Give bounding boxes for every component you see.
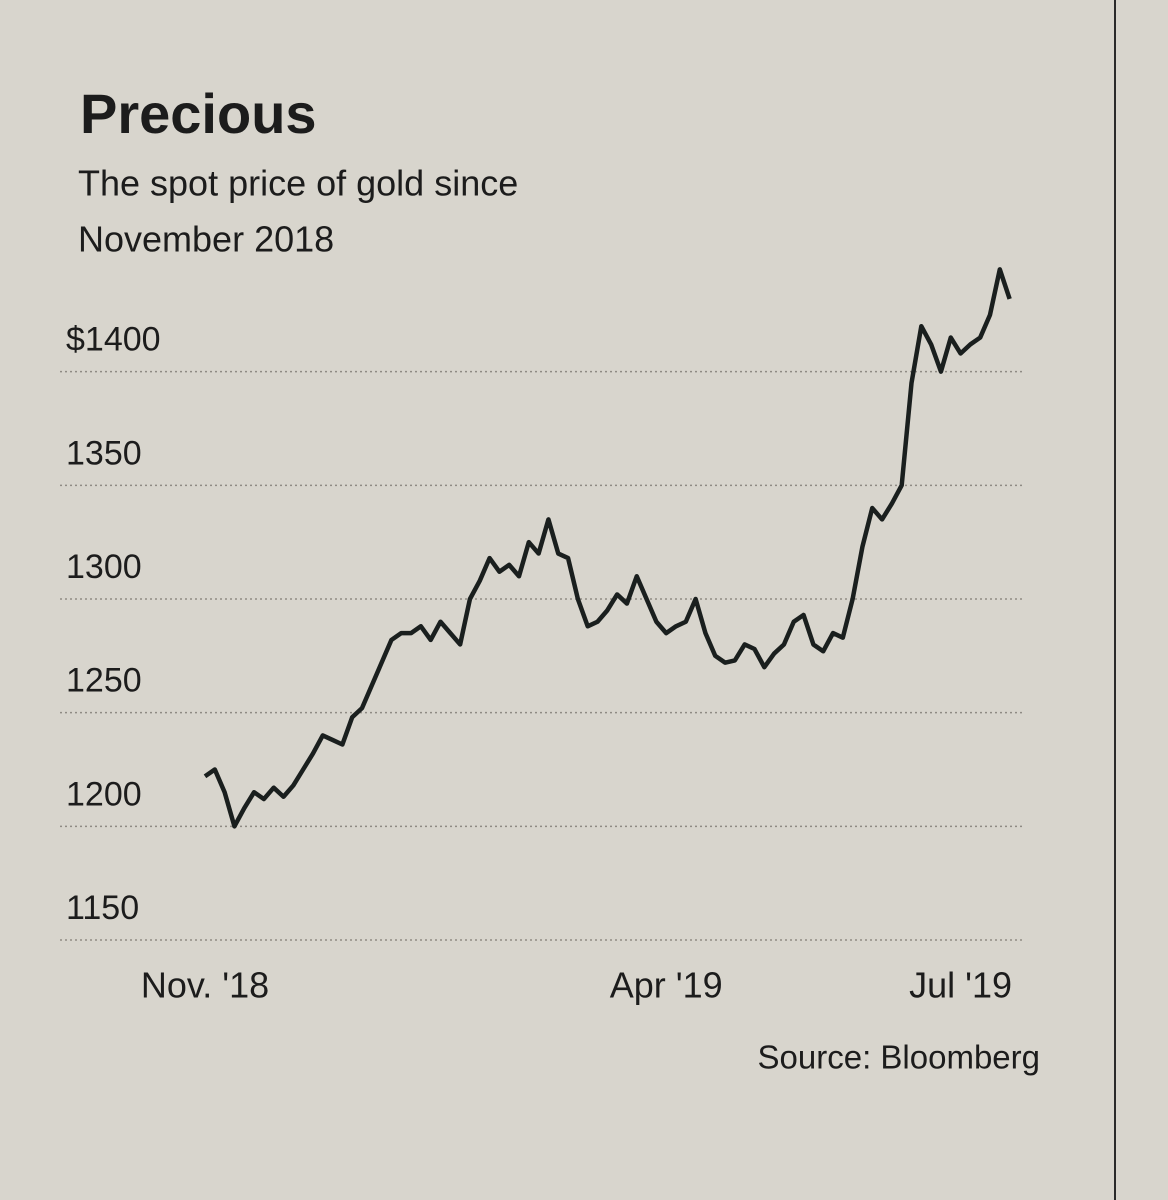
- chart-subtitle: November 2018: [78, 219, 334, 260]
- y-tick-label: $1400: [66, 321, 161, 359]
- y-tick-label: 1300: [66, 548, 142, 586]
- x-tick-label: Nov. '18: [141, 965, 269, 1006]
- chart-title: Precious: [80, 82, 317, 145]
- price-line: [203, 267, 1012, 829]
- y-tick-label: 1200: [66, 775, 142, 813]
- y-tick-label: 1350: [66, 434, 142, 472]
- x-tick-label: Jul '19: [909, 965, 1012, 1006]
- x-tick-label: Apr '19: [610, 965, 723, 1006]
- source-note: Source: Bloomberg: [758, 1039, 1040, 1076]
- chart-subtitle: The spot price of gold since: [78, 163, 518, 204]
- y-tick-label: 1150: [66, 889, 139, 927]
- y-tick-label: 1250: [66, 662, 142, 700]
